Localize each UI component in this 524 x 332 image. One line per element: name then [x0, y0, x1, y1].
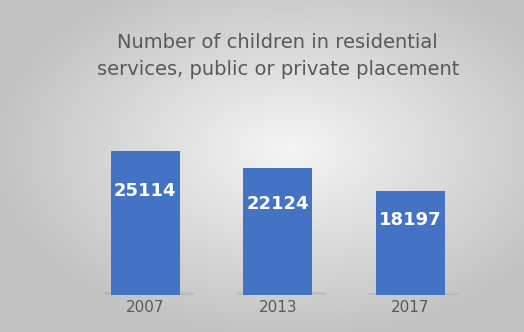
Bar	[237, 292, 326, 300]
Text: Number of children in residential
services, public or private placement: Number of children in residential servic…	[96, 33, 459, 79]
Text: 18197: 18197	[379, 211, 442, 229]
Text: 25114: 25114	[114, 182, 177, 201]
Bar	[104, 292, 194, 301]
Bar	[111, 151, 180, 295]
Text: 22124: 22124	[246, 195, 309, 213]
Bar	[369, 293, 459, 299]
Bar	[243, 168, 312, 295]
Bar	[376, 191, 445, 295]
